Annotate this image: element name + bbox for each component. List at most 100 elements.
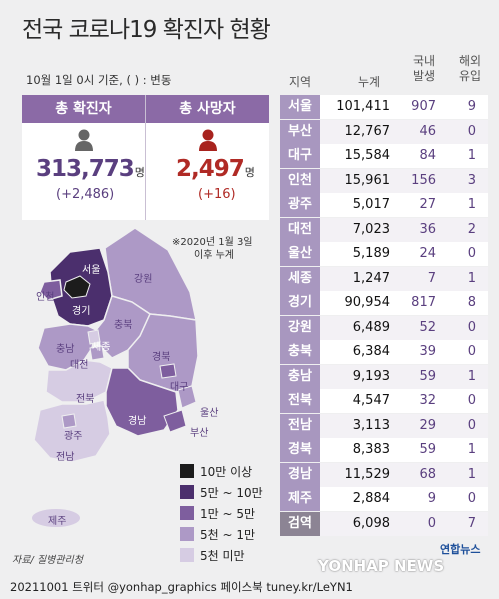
row-background xyxy=(320,266,488,291)
table-row: 울산 5,189 24 0 xyxy=(280,242,488,266)
region-name: 충북 xyxy=(280,340,320,364)
map-label-gyeongnam: 경남 xyxy=(128,416,147,427)
confirmed-total: 313,773명 xyxy=(36,156,145,182)
overseas-value: 1 xyxy=(467,466,476,482)
overseas-value: 0 xyxy=(467,123,476,139)
overseas-value: 0 xyxy=(467,319,476,335)
brand-logo: 연합뉴스 xyxy=(440,543,481,556)
domestic-value: 156 xyxy=(411,172,436,188)
region-name: 전남 xyxy=(280,413,320,438)
table-row: 서울 101,411 907 9 xyxy=(280,95,488,119)
cumulative-value: 5,189 xyxy=(352,246,390,261)
footer-credit: 20211001 트위터 @yonhap_graphics 페이스북 tuney… xyxy=(10,580,353,594)
map-label-chungnam: 충남 xyxy=(56,344,75,355)
row-background xyxy=(320,389,488,413)
legend-swatch xyxy=(180,464,194,478)
domestic-value: 68 xyxy=(419,466,436,482)
table-row: 충북 6,384 39 0 xyxy=(280,340,488,364)
overseas-value: 1 xyxy=(467,148,476,163)
domestic-value: 59 xyxy=(419,368,436,384)
overseas-value: 3 xyxy=(467,172,476,188)
column-header: 국내 발생 xyxy=(412,54,436,83)
column-header: 누계 xyxy=(357,75,381,89)
death-total: 2,497명 xyxy=(176,156,255,182)
table-row: 경기 90,954 817 8 xyxy=(280,291,488,315)
map-label-seoul: 서울 xyxy=(82,265,101,276)
confirmed-header: 총 확진자 xyxy=(22,95,145,123)
column-header: 지역 xyxy=(288,75,312,89)
legend-label: 5천 ~ 1만 xyxy=(200,528,256,542)
region-incheon xyxy=(39,279,63,301)
legend-label: 5만 ~ 10만 xyxy=(200,486,263,500)
overseas-value: 0 xyxy=(467,246,476,261)
overseas-value: 0 xyxy=(467,417,476,433)
row-background xyxy=(320,487,488,511)
table-row: 전남 3,113 29 0 xyxy=(280,413,488,438)
region-sejong xyxy=(87,329,101,345)
death-header: 총 사망자 xyxy=(146,95,269,123)
domestic-value: 0 xyxy=(427,515,436,531)
legend-label: 10만 이상 xyxy=(200,465,253,479)
cumulative-value: 9,193 xyxy=(352,368,390,384)
map-label-gyeongbuk: 경북 xyxy=(152,352,171,363)
row-background xyxy=(320,193,488,217)
overseas-value: 1 xyxy=(467,270,476,286)
overseas-value: 0 xyxy=(467,344,476,359)
region-name: 인천 xyxy=(280,168,320,193)
person-icon xyxy=(199,129,217,151)
summary-box: 총 확진자 총 사망자 313,773명 (+2,486) 2,497명 (+1… xyxy=(22,95,269,220)
region-name: 광주 xyxy=(280,193,320,217)
region-name: 경남 xyxy=(280,462,320,487)
cumulative-value: 8,383 xyxy=(352,442,390,457)
row-background xyxy=(320,242,488,266)
region-jeonnam xyxy=(33,399,111,463)
domestic-value: 29 xyxy=(419,417,436,433)
cumulative-value: 6,384 xyxy=(352,344,390,359)
table-row: 광주 5,017 27 1 xyxy=(280,193,488,217)
watermark: YONHAP NEWS xyxy=(318,557,445,575)
region-name: 검역 xyxy=(280,511,320,536)
row-background xyxy=(320,168,488,193)
table-row: 대전 7,023 36 2 xyxy=(280,217,488,242)
row-background xyxy=(320,315,488,340)
cumulative-value: 6,489 xyxy=(352,319,390,335)
overseas-value: 7 xyxy=(467,515,476,531)
domestic-value: 59 xyxy=(419,442,436,457)
table-row: 제주 2,884 9 0 xyxy=(280,487,488,511)
summary-divider xyxy=(145,95,146,220)
column-header: 해외 유입 xyxy=(458,54,482,83)
table-row: 부산 12,767 46 0 xyxy=(280,119,488,144)
person-icon xyxy=(75,129,93,151)
table-row: 충남 9,193 59 1 xyxy=(280,364,488,389)
region-jeju xyxy=(32,509,80,527)
row-background xyxy=(320,413,488,438)
cumulative-value: 90,954 xyxy=(344,295,391,310)
legend-swatch xyxy=(180,485,194,499)
region-name: 경북 xyxy=(280,438,320,462)
cumulative-value: 3,113 xyxy=(352,417,390,433)
domestic-value: 7 xyxy=(427,270,436,286)
map-label-gyeonggi: 경기 xyxy=(72,306,91,317)
row-background xyxy=(320,364,488,389)
overseas-value: 1 xyxy=(467,442,476,457)
legend-swatch xyxy=(180,506,194,520)
domestic-value: 39 xyxy=(419,344,436,359)
row-background xyxy=(320,438,488,462)
region-name: 강원 xyxy=(280,315,320,340)
map-label-daegu: 대구 xyxy=(170,382,189,393)
legend-label: 5천 미만 xyxy=(200,549,245,563)
region-ulsan xyxy=(177,385,197,409)
table-row: 경북 8,383 59 1 xyxy=(280,438,488,462)
row-background xyxy=(320,119,488,144)
region-daegu xyxy=(159,363,177,379)
cumulative-value: 1,247 xyxy=(352,270,390,286)
korea-map xyxy=(32,227,199,527)
table-row: 인천 15,961 156 3 xyxy=(280,168,488,193)
region-chungnam xyxy=(37,323,97,371)
cumulative-value: 11,529 xyxy=(344,466,391,482)
overseas-value: 0 xyxy=(467,491,476,506)
map-label-chungbuk: 충북 xyxy=(114,320,133,331)
map-label-jeonbuk: 전북 xyxy=(76,394,95,405)
map-label-jeonnam: 전남 xyxy=(56,452,75,463)
domestic-value: 32 xyxy=(419,393,436,408)
